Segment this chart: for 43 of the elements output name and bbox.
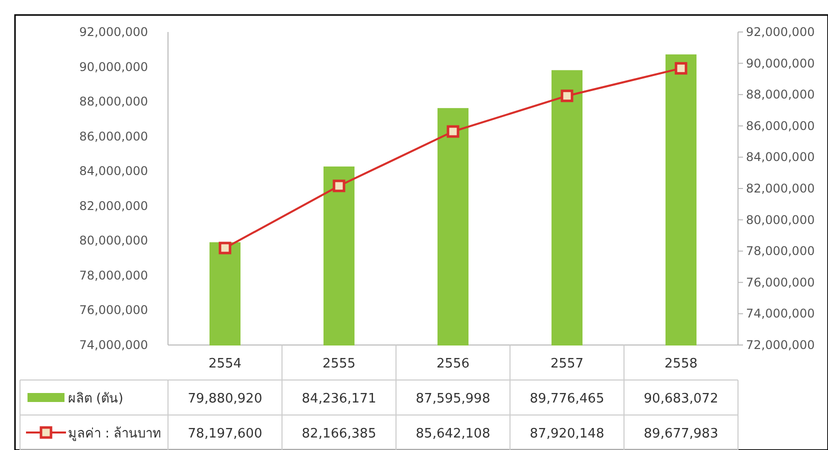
y-tick-label: 92,000,000 [79,25,148,39]
y-tick-label: 88,000,000 [79,94,148,109]
y2-tick-label: 88,000,000 [746,88,815,102]
y2-tick-label: 82,000,000 [746,182,815,196]
y-tick-label: 80,000,000 [79,234,148,248]
data-label: 78,197,600 [188,426,262,442]
y-tick-label: 86,000,000 [79,129,148,144]
data-label: 87,595,998 [416,392,490,406]
y2-tick-label: 74,000,000 [746,306,815,321]
x-tick-label: 2555 [322,356,356,372]
y-tick-label: 84,000,000 [79,164,148,178]
y-tick-label: 78,000,000 [79,268,148,282]
point [674,62,688,75]
data-label: 79,880,920 [188,392,262,406]
data-label: 90,683,072 [644,392,718,406]
point [560,90,574,102]
y-tick-label: 90,000,000 [79,60,148,74]
y2-tick-label: 76,000,000 [746,275,815,290]
legend-label: มูลค่า : ล้านบาท [68,426,162,442]
y2-tick-label: 92,000,000 [746,25,815,39]
y2-tick-label: 80,000,000 [746,212,815,227]
point [446,125,460,138]
data-label: 89,776,465 [530,392,604,406]
y2-tick-label: 90,000,000 [746,56,815,70]
x-tick-label: 2556 [436,356,470,372]
x-tick-label: 2557 [550,356,584,372]
point [218,242,232,254]
legend-label: ผลิต (ตัน) [68,392,124,406]
data-label: 84,236,171 [302,392,376,406]
x-tick-label: 2554 [208,356,242,372]
data-label: 89,677,983 [644,426,718,442]
y2-tick-label: 84,000,000 [746,150,815,164]
data-label: 85,642,108 [416,426,490,442]
data-label: 87,920,148 [530,426,604,442]
x-tick-label: 2558 [664,356,698,372]
y2-tick-label: 78,000,000 [746,244,815,258]
y-tick-label: 82,000,000 [79,198,148,213]
y2-tick-label: 72,000,000 [746,338,815,352]
y-tick-label: 74,000,000 [79,338,148,352]
data-label: 82,166,385 [302,426,376,442]
point [332,180,346,192]
y-tick-label: 76,000,000 [79,303,148,318]
y2-tick-label: 86,000,000 [746,118,815,133]
